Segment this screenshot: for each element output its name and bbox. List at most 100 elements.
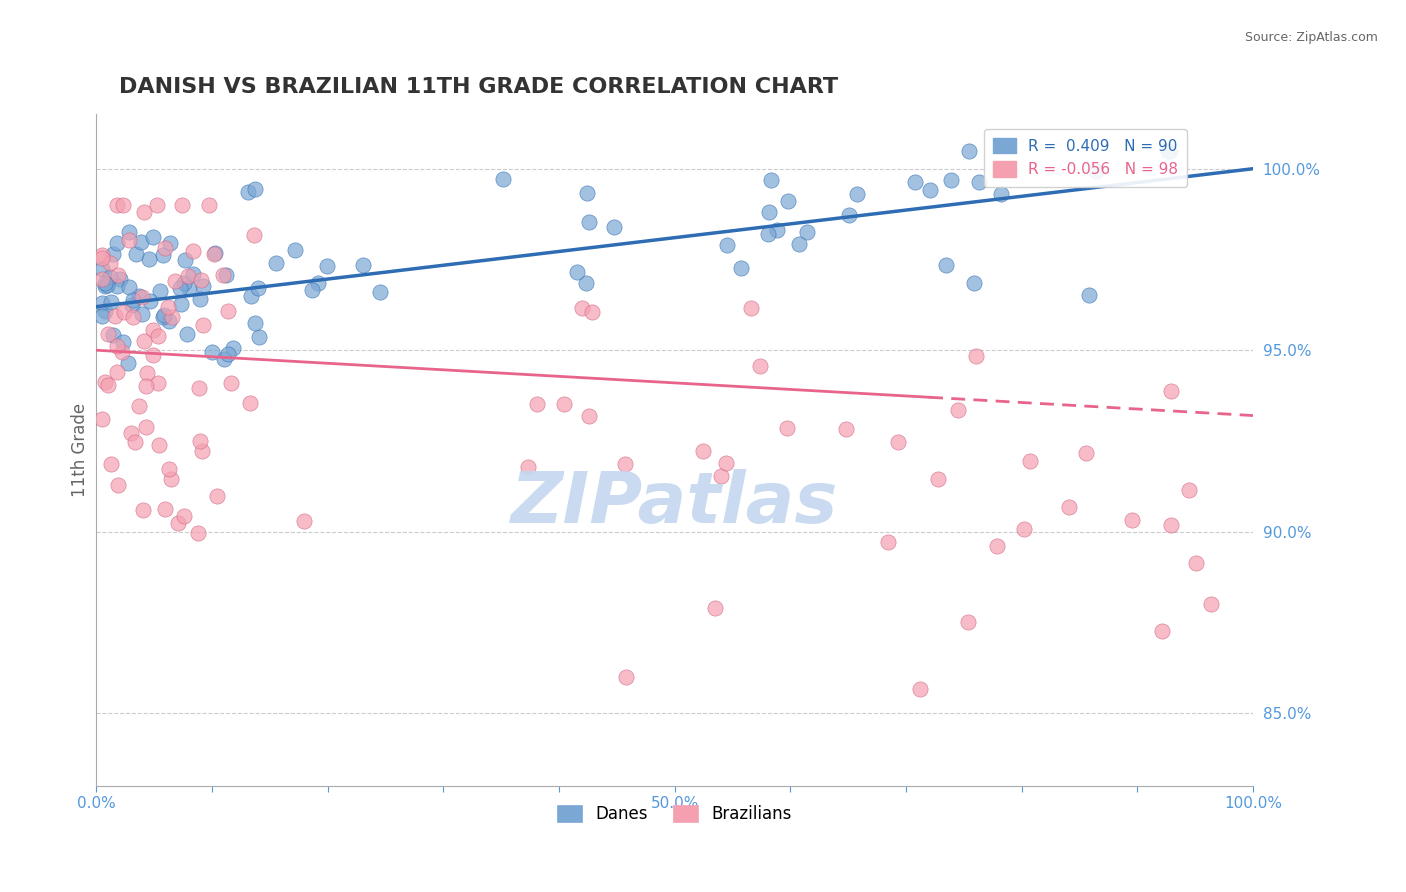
Brazilians [740,301,762,315]
Danes [201,345,224,359]
Danes [935,258,957,272]
Brazilians [986,539,1008,553]
Brazilians [886,435,908,450]
Danes [759,173,782,187]
Danes [193,279,215,293]
Brazilians [212,268,235,282]
Brazilians [243,228,266,243]
Danes [778,194,800,209]
Brazilians [692,444,714,458]
Danes [1085,164,1108,178]
Brazilians [188,434,211,448]
Danes [247,281,270,295]
Danes [125,247,148,261]
Danes [100,295,122,310]
Brazilians [132,503,155,517]
Brazilians [187,525,209,540]
Danes [152,248,174,262]
Danes [149,284,172,298]
Danes [766,222,789,236]
Brazilians [153,502,176,516]
Danes [94,303,117,318]
Brazilians [1074,446,1097,460]
Danes [118,280,141,294]
Text: Source: ZipAtlas.com: Source: ZipAtlas.com [1244,31,1378,45]
Brazilians [134,334,156,348]
Danes [284,243,307,257]
Danes [264,256,287,270]
Brazilians [170,198,193,212]
Brazilians [614,457,637,471]
Brazilians [877,534,900,549]
Danes [245,316,267,330]
Danes [1077,288,1099,302]
Danes [918,184,941,198]
Brazilians [91,272,114,286]
Brazilians [526,397,548,411]
Danes [240,289,263,303]
Brazilians [714,456,737,470]
Danes [139,293,162,308]
Danes [756,227,779,241]
Brazilians [98,256,121,270]
Brazilians [146,376,169,390]
Brazilians [703,601,725,615]
Brazilians [107,268,129,283]
Danes [307,276,329,290]
Brazilians [1057,500,1080,514]
Brazilians [187,381,209,395]
Danes [93,279,115,293]
Brazilians [145,198,167,212]
Brazilians [142,322,165,336]
Brazilians [128,399,150,413]
Danes [121,293,143,307]
Brazilians [135,420,157,434]
Danes [787,237,810,252]
Brazilians [207,489,229,503]
Brazilians [190,273,212,287]
Danes [173,276,195,290]
Brazilians [908,682,931,697]
Brazilians [105,365,128,379]
Brazilians [148,438,170,452]
Danes [796,225,818,239]
Brazilians [198,198,221,212]
Brazilians [135,378,157,392]
Danes [941,172,963,186]
Danes [183,268,205,282]
Brazilians [124,434,146,449]
Danes [301,283,323,297]
Brazilians [1121,513,1143,527]
Brazilians [581,305,603,319]
Danes [1157,144,1180,158]
Danes [169,281,191,295]
Brazilians [97,326,120,341]
Brazilians [111,198,134,212]
Brazilians [94,376,117,390]
Brazilians [956,615,979,629]
Danes [603,219,626,234]
Brazilians [1178,483,1201,497]
Text: ZIPatlas: ZIPatlas [510,469,838,538]
Danes [730,261,752,276]
Danes [105,236,128,251]
Danes [967,175,990,189]
Danes [217,346,239,360]
Brazilians [1018,454,1040,468]
Brazilians [614,670,637,684]
Danes [117,356,139,370]
Danes [215,268,238,283]
Danes [716,238,738,252]
Danes [575,276,598,290]
Brazilians [131,290,153,304]
Danes [101,327,124,342]
Danes [212,352,235,367]
Danes [990,187,1012,202]
Danes [174,253,197,268]
Danes [316,259,339,273]
Brazilians [775,421,797,435]
Danes [352,258,374,272]
Brazilians [104,310,127,324]
Brazilians [191,444,214,458]
Brazilians [292,514,315,528]
